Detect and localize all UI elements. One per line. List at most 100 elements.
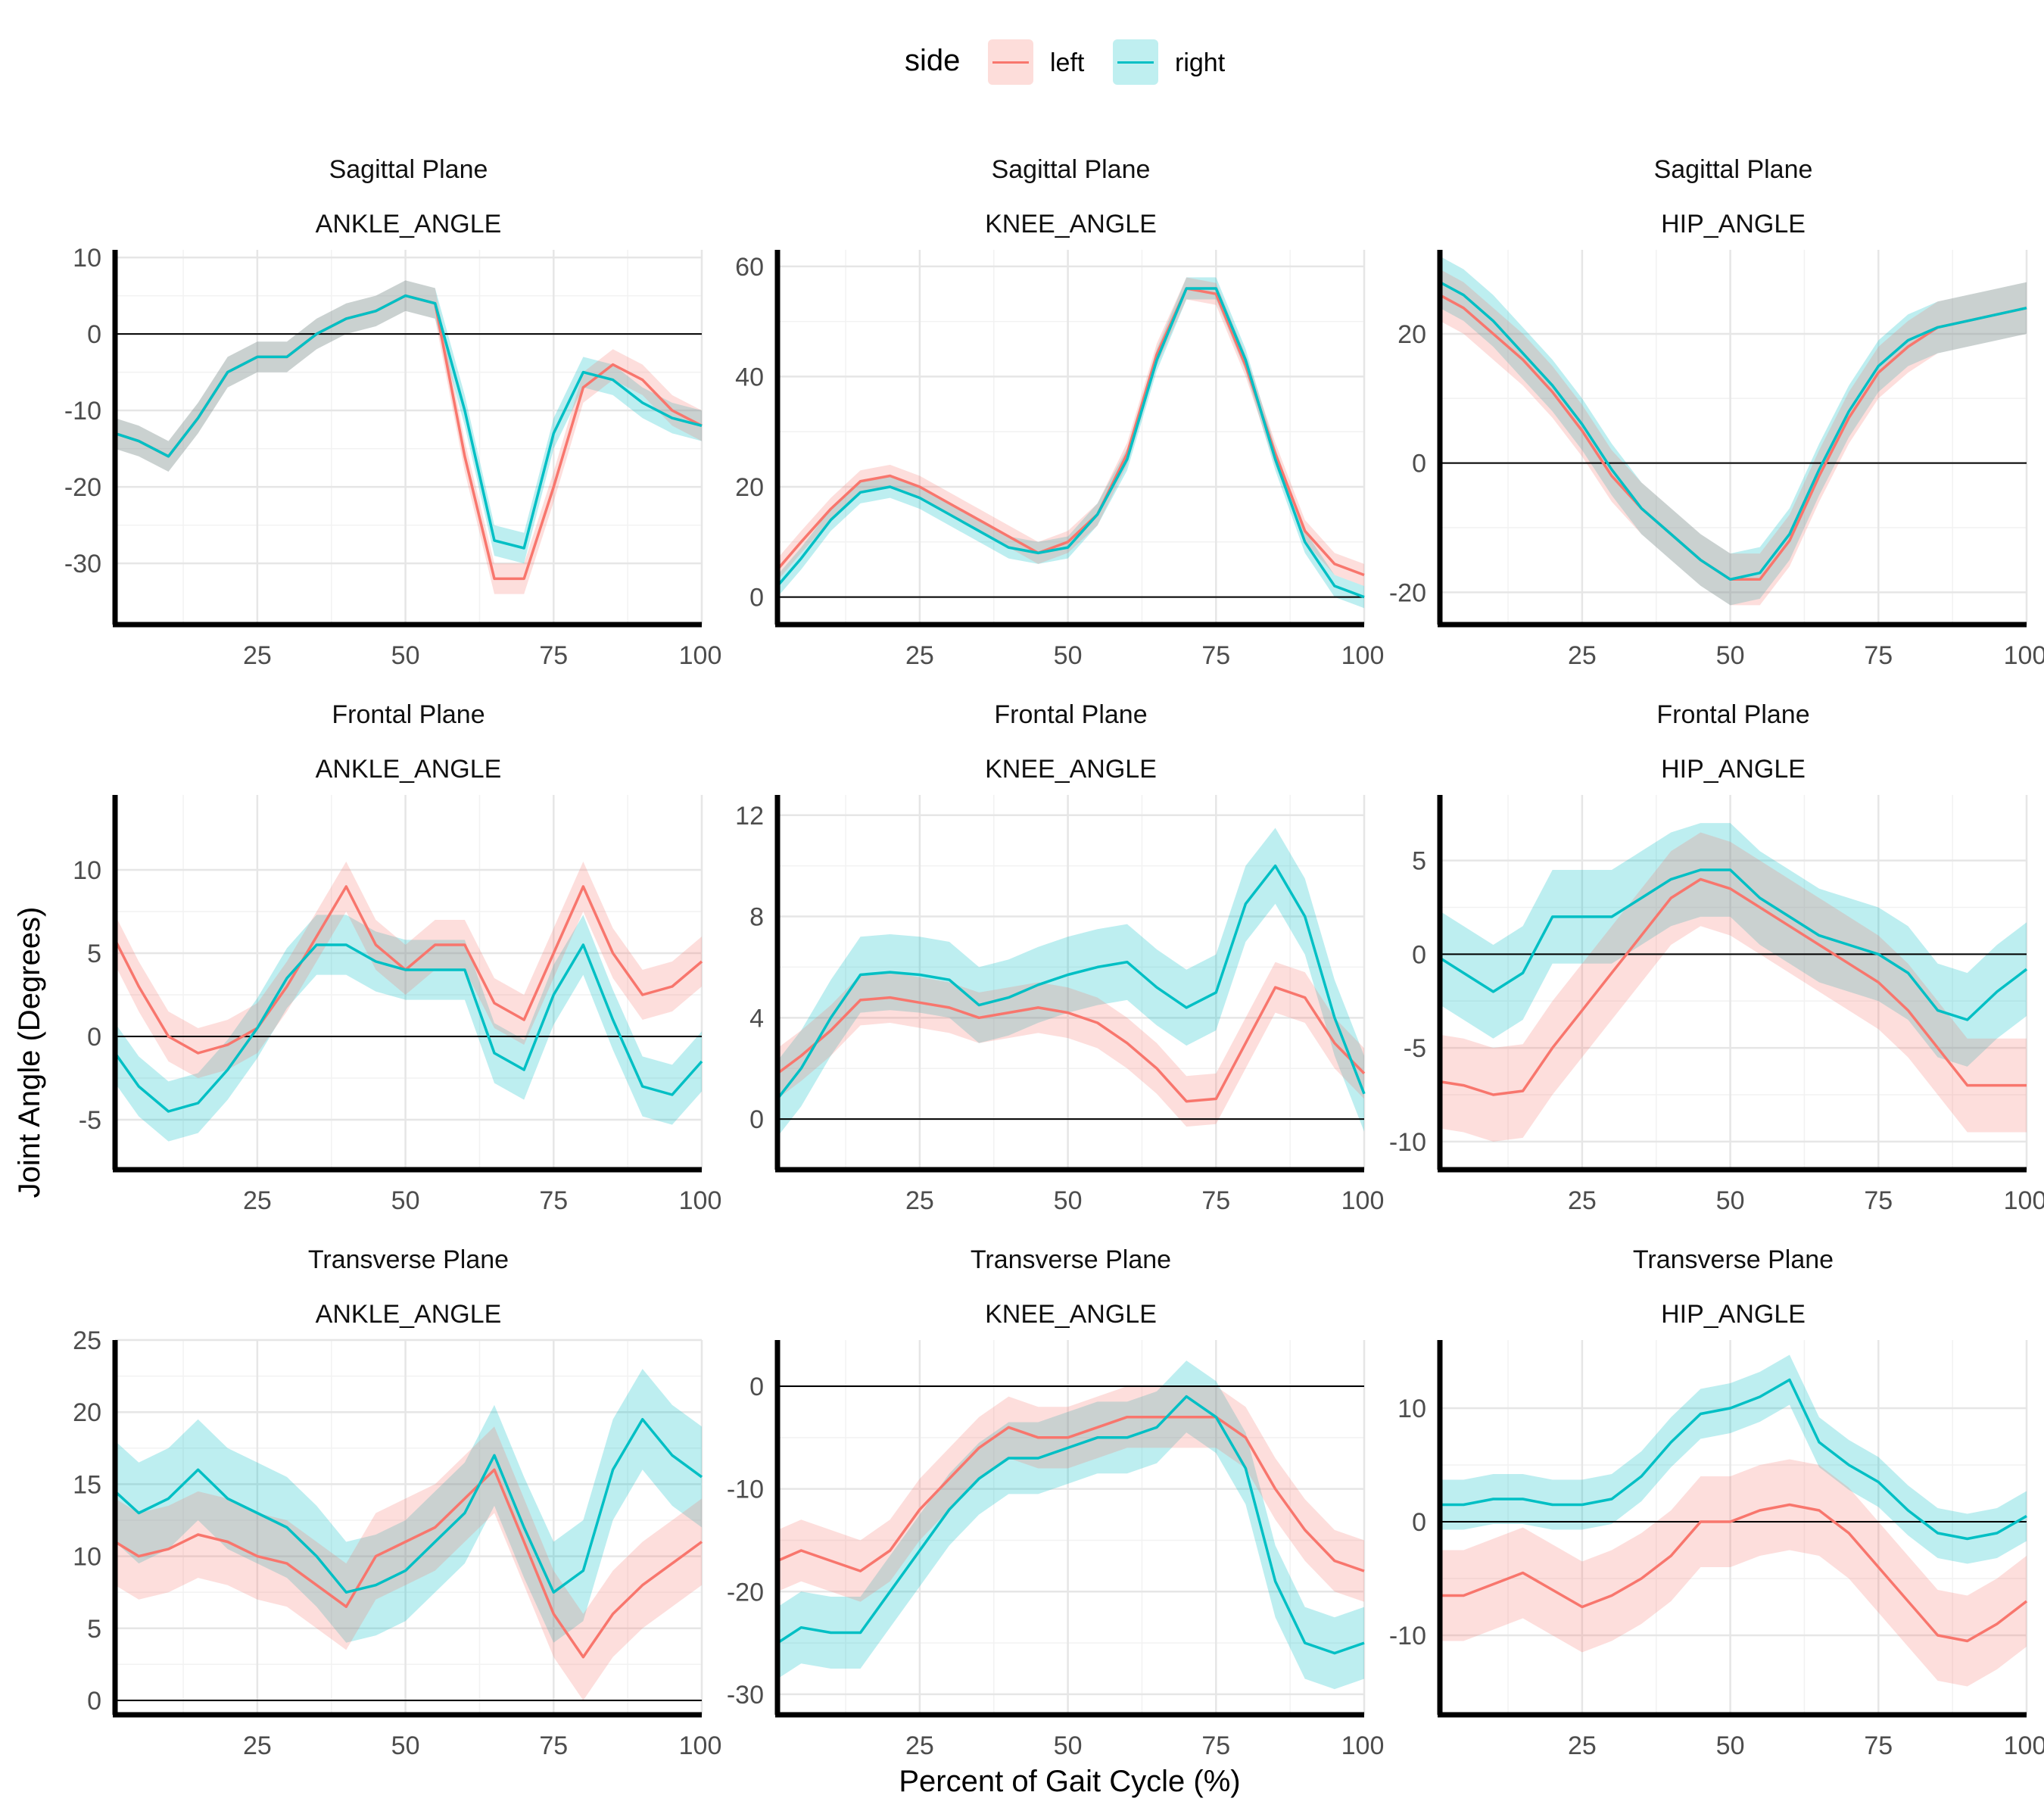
sd-band-left — [115, 1426, 702, 1700]
series-line-right — [114, 1417, 703, 1594]
x-tick-label: 75 — [1864, 641, 1893, 670]
y-tick-label: 20 — [735, 473, 764, 502]
x-tick-label: 100 — [2004, 641, 2044, 670]
y-tick-label: 20 — [1397, 320, 1426, 349]
y-axis-label: Joint Angle (Degrees) — [13, 907, 46, 1198]
x-tick-label: 50 — [1054, 641, 1083, 670]
x-tick-label: 25 — [1568, 1186, 1597, 1215]
legend-line-left — [992, 61, 1029, 64]
x-tick-label: 100 — [2004, 1731, 2044, 1760]
y-tick-label: 0 — [87, 1687, 101, 1716]
series-line-right — [1440, 1378, 2027, 1541]
legend-line-right — [1117, 61, 1154, 64]
x-tick-label: 50 — [1716, 1731, 1745, 1760]
y-tick-label: -20 — [727, 1578, 764, 1607]
y-tick-label: 4 — [749, 1004, 764, 1033]
y-tick-label: 15 — [73, 1470, 101, 1499]
series-line-left — [777, 1415, 1365, 1572]
y-tick-label: -30 — [727, 1681, 764, 1709]
y-tick-label: 10 — [73, 856, 101, 885]
legend-title: side — [905, 44, 961, 77]
x-tick-label: 25 — [905, 641, 934, 670]
y-tick-label: -10 — [1389, 1128, 1426, 1157]
y-tick-label: 5 — [87, 940, 101, 968]
y-tick-label: -20 — [64, 473, 101, 502]
x-tick-label: 75 — [1201, 1186, 1230, 1215]
panel-joint-title: HIP_ANGLE — [1661, 1300, 1806, 1329]
y-tick-label: -30 — [64, 550, 101, 578]
sd-band-right — [1440, 823, 2027, 1067]
y-tick-label: 0 — [749, 1373, 764, 1401]
panel-joint-title: KNEE_ANGLE — [985, 1300, 1157, 1329]
y-tick-label: -10 — [64, 397, 101, 425]
y-tick-label: 0 — [749, 1105, 764, 1134]
panel-joint-title: HIP_ANGLE — [1661, 755, 1806, 784]
x-tick-label: 50 — [1054, 1186, 1083, 1215]
sd-band-right — [115, 1369, 702, 1643]
x-tick-label: 25 — [1568, 1731, 1597, 1760]
y-tick-label: 12 — [735, 802, 764, 831]
sd-band-left — [1440, 1459, 2027, 1687]
x-tick-label: 25 — [1568, 641, 1597, 670]
panel-joint-title: ANKLE_ANGLE — [316, 210, 502, 238]
legend-key-right — [1113, 39, 1158, 85]
y-tick-label: 60 — [735, 253, 764, 282]
panel-joint-title: ANKLE_ANGLE — [316, 1300, 502, 1329]
sd-band-right — [1440, 1354, 2027, 1564]
y-tick-label: 40 — [735, 363, 764, 391]
sd-band-right — [1440, 256, 2027, 606]
x-tick-label: 25 — [243, 1186, 272, 1215]
y-tick-label: 0 — [87, 1023, 101, 1052]
panel-plane-title: Transverse Plane — [1633, 1245, 1834, 1274]
panel-joint-title: KNEE_ANGLE — [985, 755, 1157, 784]
x-tick-label: 25 — [243, 641, 272, 670]
x-tick-label: 100 — [1341, 1731, 1385, 1760]
x-tick-label: 100 — [679, 1186, 722, 1215]
x-tick-label: 50 — [1716, 1186, 1745, 1215]
sd-band-right — [115, 280, 702, 564]
x-tick-label: 100 — [679, 641, 722, 670]
series-line-left — [1439, 877, 2027, 1096]
series-line-left — [776, 986, 1366, 1103]
series-line-right — [1439, 868, 2028, 1021]
x-tick-label: 75 — [1201, 1731, 1230, 1760]
panel-plane-title: Sagittal Plane — [1654, 155, 1813, 184]
legend-key-left — [988, 39, 1033, 85]
legend-label-left: left — [1050, 48, 1085, 77]
y-tick-label: 5 — [87, 1615, 101, 1644]
x-tick-label: 75 — [1864, 1186, 1893, 1215]
x-tick-label: 100 — [1341, 1186, 1385, 1215]
series-line-right — [776, 864, 1366, 1100]
y-tick-label: 0 — [87, 320, 101, 349]
sd-band-right — [115, 915, 702, 1142]
y-tick-label: 0 — [1412, 450, 1426, 478]
panel-joint-title: HIP_ANGLE — [1661, 210, 1806, 238]
y-tick-label: 10 — [1397, 1395, 1426, 1423]
sd-band-right — [777, 1360, 1364, 1690]
x-tick-label: 75 — [539, 1731, 568, 1760]
x-axis-label: Percent of Gait Cycle (%) — [899, 1765, 1240, 1798]
y-tick-label: 8 — [749, 903, 764, 932]
x-tick-label: 75 — [539, 641, 568, 670]
x-tick-label: 75 — [1864, 1731, 1893, 1760]
y-tick-label: 10 — [73, 244, 101, 273]
panel-plane-title: Sagittal Plane — [329, 155, 488, 184]
y-tick-label: 0 — [749, 584, 764, 612]
x-tick-label: 50 — [391, 641, 420, 670]
panel-plane-title: Transverse Plane — [971, 1245, 1171, 1274]
series-line-left — [1440, 1503, 2028, 1643]
panel-plane-title: Frontal Plane — [994, 700, 1147, 729]
y-tick-label: -20 — [1389, 578, 1426, 607]
series-line-right — [114, 294, 703, 550]
legend-label-right: right — [1175, 48, 1226, 77]
sd-band-right — [777, 277, 1364, 609]
series-line-right — [776, 287, 1365, 599]
y-tick-label: -5 — [1404, 1034, 1426, 1063]
series-line-right — [777, 1395, 1365, 1655]
x-tick-label: 25 — [243, 1731, 272, 1760]
x-tick-label: 25 — [905, 1731, 934, 1760]
x-tick-label: 100 — [2004, 1186, 2044, 1215]
panel-plane-title: Frontal Plane — [1656, 700, 1809, 729]
x-tick-label: 25 — [905, 1186, 934, 1215]
